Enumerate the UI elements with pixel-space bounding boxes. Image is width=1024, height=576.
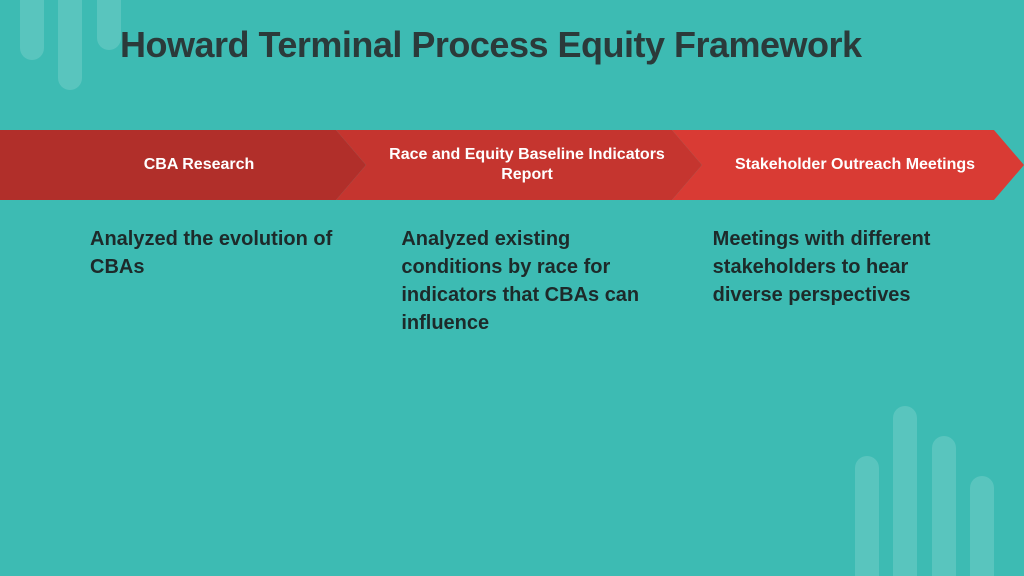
arrow-labels: CBA Research Race and Equity Baseline In… — [0, 130, 1024, 200]
description-2: Analyzed existing conditions by race for… — [401, 225, 652, 337]
arrow-label-3: Stakeholder Outreach Meetings — [696, 130, 1024, 200]
arrow-label-1: CBA Research — [0, 130, 368, 200]
decorative-bars-bottom-right — [855, 376, 1004, 576]
bg-bar — [893, 406, 917, 576]
bg-bar — [97, 0, 121, 50]
page-title: Howard Terminal Process Equity Framework — [120, 24, 862, 65]
description-3: Meetings with different stakeholders to … — [713, 225, 964, 337]
bg-bar — [970, 476, 994, 576]
decorative-bars-top-left — [20, 0, 131, 90]
descriptions-row: Analyzed the evolution of CBAs Analyzed … — [0, 225, 1024, 337]
description-1: Analyzed the evolution of CBAs — [90, 225, 341, 337]
arrow-label-2: Race and Equity Baseline Indicators Repo… — [368, 130, 696, 200]
bg-bar — [855, 456, 879, 576]
process-arrow-band: CBA Research Race and Equity Baseline In… — [0, 130, 1024, 200]
bg-bar — [20, 0, 44, 60]
slide: Howard Terminal Process Equity Framework… — [0, 0, 1024, 576]
bg-bar — [58, 0, 82, 90]
bg-bar — [932, 436, 956, 576]
